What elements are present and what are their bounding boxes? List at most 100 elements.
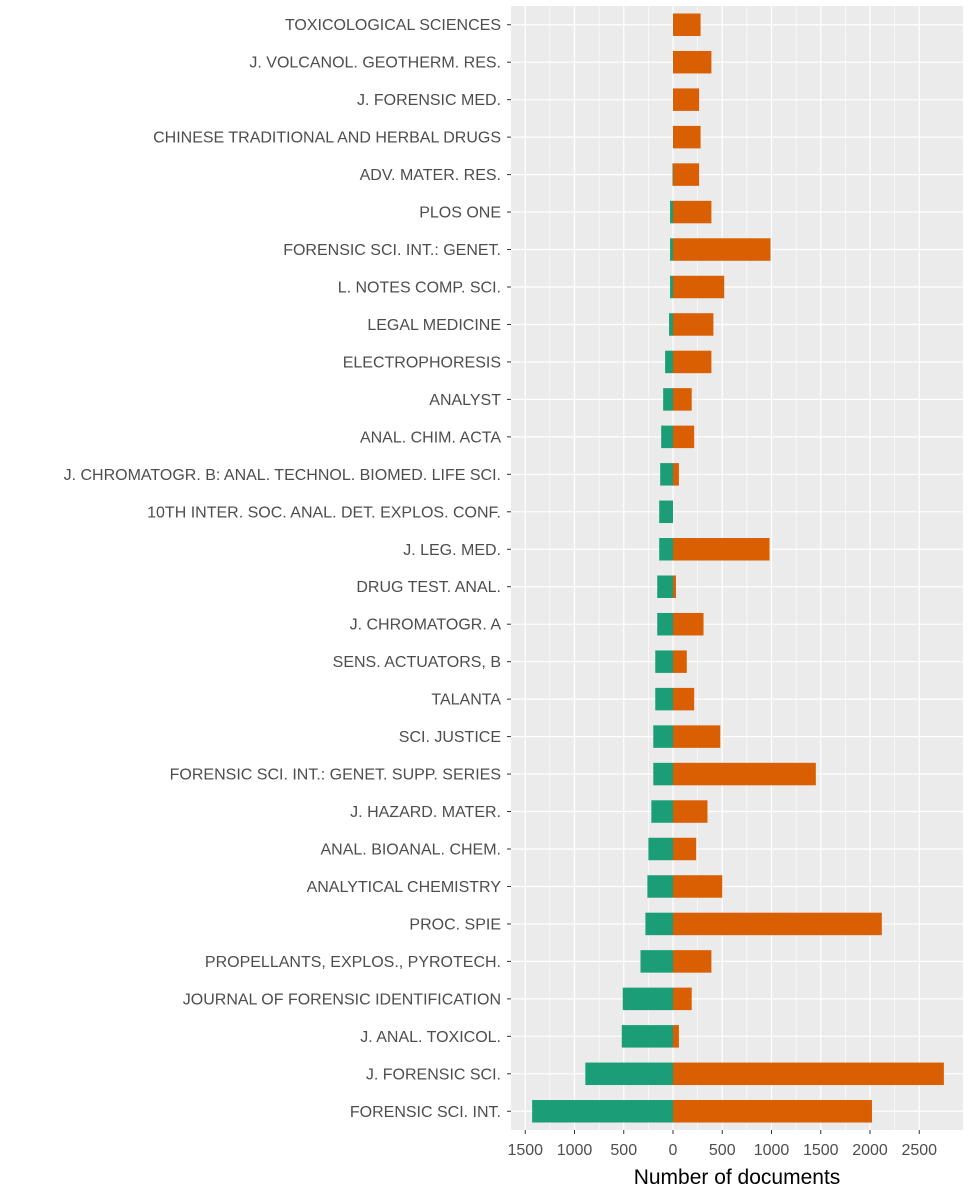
category-label: TALANTA bbox=[431, 692, 501, 709]
bar-left bbox=[670, 200, 673, 224]
bar-right bbox=[673, 612, 704, 636]
bar-right bbox=[673, 313, 714, 336]
bar-left bbox=[657, 575, 673, 598]
bar-right bbox=[673, 762, 816, 786]
bar-right bbox=[673, 950, 712, 973]
category-label: PLOS ONE bbox=[419, 205, 501, 222]
bar-right bbox=[673, 388, 692, 411]
category-label: FORENSIC SCI. INT. bbox=[350, 1104, 501, 1121]
bar-left bbox=[653, 725, 673, 748]
bar-right bbox=[673, 1025, 679, 1048]
plot-panel bbox=[511, 6, 963, 1130]
category-label: FORENSIC SCI. INT.: GENET. SUPP. SERIES bbox=[170, 767, 501, 784]
bars bbox=[532, 13, 944, 1123]
bar-right bbox=[673, 837, 697, 861]
bar-right bbox=[673, 350, 712, 374]
bar-right bbox=[673, 125, 701, 149]
bar-left bbox=[648, 837, 673, 861]
bar-right bbox=[673, 687, 695, 711]
bar-left bbox=[670, 275, 673, 299]
category-labels: TOXICOLOGICAL SCIENCES J. VOLCANOL. GEOTH… bbox=[64, 17, 502, 1121]
x-tick-label: 500 bbox=[610, 1142, 637, 1159]
bar-right bbox=[673, 163, 700, 186]
bar-right bbox=[673, 1100, 872, 1123]
category-label: J. LEG. MED. bbox=[403, 542, 501, 559]
category-label: ANALYTICAL CHEMISTRY bbox=[307, 879, 502, 896]
bar-left bbox=[663, 388, 673, 411]
bar-left bbox=[655, 650, 673, 673]
bar-left bbox=[661, 425, 673, 449]
bar-left bbox=[659, 500, 673, 524]
category-label: ANAL. BIOANAL. CHEM. bbox=[321, 842, 502, 859]
category-label: CHINESE TRADITIONAL AND HERBAL DRUGS bbox=[153, 130, 501, 147]
category-label: J. CHROMATOGR. B: ANAL. TECHNOL. BIOMED.… bbox=[64, 467, 501, 484]
category-label: TOXICOLOGICAL SCIENCES bbox=[285, 17, 501, 34]
category-label: FORENSIC SCI. INT.: GENET. bbox=[283, 242, 501, 259]
category-label: PROPELLANTS, EXPLOS., PYROTECH. bbox=[205, 954, 501, 971]
category-label: JOURNAL OF FORENSIC IDENTIFICATION bbox=[183, 991, 501, 1008]
category-label: J. VOLCANOL. GEOTHERM. RES. bbox=[249, 55, 501, 72]
category-label: J. CHROMATOGR. A bbox=[350, 617, 502, 634]
category-label: SENS. ACTUATORS, B bbox=[333, 654, 501, 671]
bar-right bbox=[673, 800, 708, 823]
category-label: ANAL. CHIM. ACTA bbox=[360, 429, 501, 446]
category-label: J. FORENSIC SCI. bbox=[366, 1066, 501, 1083]
bar-right bbox=[673, 912, 882, 936]
bar-left bbox=[621, 1025, 673, 1048]
x-tick-label: 2000 bbox=[852, 1142, 888, 1159]
x-tick-label: 2500 bbox=[901, 1142, 937, 1159]
category-label: J. FORENSIC MED. bbox=[357, 92, 501, 109]
x-tick-label: 1000 bbox=[754, 1142, 790, 1159]
bar-right bbox=[673, 987, 692, 1011]
bar-left bbox=[585, 1062, 673, 1086]
bar-right bbox=[673, 463, 679, 486]
category-label: ADV. MATER. RES. bbox=[360, 167, 501, 184]
x-axis-ticks: 1500 1000 500 0 500 1000 1500 2000 2500 bbox=[507, 24, 937, 1159]
bar-left bbox=[660, 463, 673, 486]
bar-right bbox=[673, 275, 725, 299]
category-label: 10TH INTER. SOC. ANAL. DET. EXPLOS. CONF… bbox=[147, 504, 501, 521]
grid-lines bbox=[511, 6, 963, 1130]
bar-left bbox=[532, 1100, 673, 1123]
category-label: J. ANAL. TOXICOL. bbox=[360, 1029, 501, 1046]
category-label: LEGAL MEDICINE bbox=[367, 317, 501, 334]
x-tick-label: 1500 bbox=[803, 1142, 839, 1159]
bar-right bbox=[673, 575, 676, 598]
bar-left bbox=[657, 612, 673, 636]
category-label: PROC. SPIE bbox=[409, 916, 501, 933]
bar-right bbox=[673, 13, 701, 36]
x-tick-label: 0 bbox=[669, 1142, 678, 1159]
bar-left bbox=[647, 875, 673, 898]
bar-right bbox=[673, 50, 712, 74]
bar-left bbox=[669, 313, 673, 336]
bar-left bbox=[645, 912, 673, 936]
bar-right bbox=[673, 725, 721, 748]
bar-right bbox=[673, 238, 771, 261]
bar-left bbox=[655, 687, 673, 711]
x-tick-label: 500 bbox=[709, 1142, 736, 1159]
x-axis-title: Number of documents bbox=[634, 1166, 841, 1189]
bar-left bbox=[653, 762, 673, 786]
category-label: ANALYST bbox=[429, 392, 501, 409]
bar-right bbox=[673, 650, 687, 673]
category-label: SCI. JUSTICE bbox=[399, 729, 501, 746]
x-tick-label: 1000 bbox=[557, 1142, 593, 1159]
bar-right bbox=[673, 425, 695, 449]
category-label: ELECTROPHORESIS bbox=[343, 354, 501, 371]
bar-left bbox=[640, 950, 673, 973]
bar-right bbox=[673, 1062, 944, 1086]
bar-right bbox=[673, 875, 723, 898]
bar-left bbox=[665, 350, 673, 374]
bar-left bbox=[670, 238, 673, 261]
bar-right bbox=[673, 200, 712, 224]
bar-right bbox=[673, 538, 770, 561]
bar-left bbox=[651, 800, 673, 823]
x-tick-label: 1500 bbox=[507, 1142, 543, 1159]
category-label: DRUG TEST. ANAL. bbox=[356, 579, 501, 596]
bar-left bbox=[622, 987, 673, 1011]
bar-left bbox=[659, 538, 673, 561]
bar-right bbox=[673, 88, 700, 111]
category-label: L. NOTES COMP. SCI. bbox=[338, 280, 501, 297]
